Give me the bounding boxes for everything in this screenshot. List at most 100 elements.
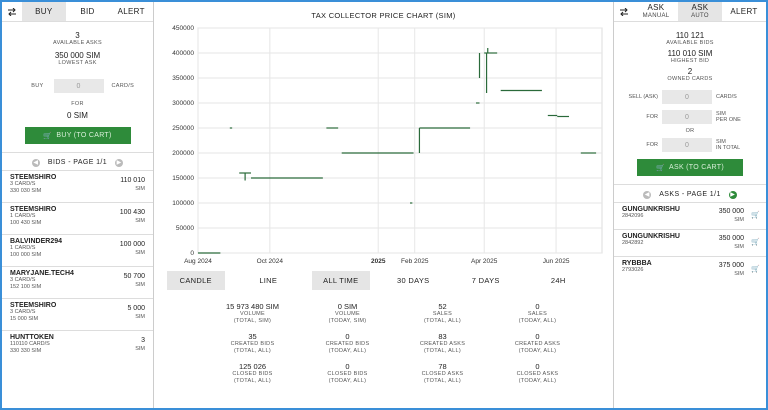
bid-row[interactable]: STEEMSHIRO 3 CARD/S 330 030 SIM 110 010 SIM: [2, 170, 153, 202]
bid-price-value: 50 700: [123, 273, 145, 280]
ask-row[interactable]: RYBBBA 2793026 375 000 SIM 🛒: [614, 256, 766, 283]
swap-icon[interactable]: [614, 2, 634, 21]
bid-total: 330 030 SIM: [10, 188, 42, 194]
stat-scope: (TODAY, ALL): [328, 347, 367, 354]
sell-panel: ASK MANUAL ASK AUTO ALERT 110 121 AVAILA…: [613, 2, 766, 408]
price-total-input[interactable]: 0: [662, 138, 712, 152]
y-tick-label: 300000: [172, 100, 194, 107]
ask-to-cart-button[interactable]: 🛒 ASK (TO CART): [637, 159, 743, 176]
stat-label: SALES: [527, 311, 548, 317]
ask-row[interactable]: GUNGUNKRISHU 2842096 350 000 SIM 🛒: [614, 202, 766, 229]
bid-price-unit: SIM: [135, 314, 145, 320]
bid-price-value: 5 000: [127, 305, 145, 312]
ask-price: 350 000 SIM: [719, 234, 744, 252]
stat-label: CREATED ASKS: [514, 341, 561, 347]
stat-label: CLOSED BIDS: [327, 371, 368, 377]
available-asks-label: AVAILABLE ASKS: [53, 40, 102, 46]
stat-label: CLOSED BIDS: [232, 371, 273, 377]
bid-price-value: 100 430: [119, 209, 145, 216]
stat-label: VOLUME: [239, 311, 266, 317]
bid-price-unit: SIM: [135, 346, 145, 352]
bid-price: 50 700 SIM: [124, 272, 145, 289]
stat-scope: (TODAY, ALL): [328, 377, 367, 384]
bid-card-count: 110110 CARD/S: [10, 341, 50, 347]
tab-alert[interactable]: ALERT: [117, 7, 145, 16]
stat-scope: (TOTAL, ALL): [423, 317, 462, 324]
add-to-cart-icon[interactable]: 🛒: [751, 212, 760, 219]
tab-alert[interactable]: ALERT: [730, 7, 758, 16]
24h-button[interactable]: 24H: [550, 276, 566, 285]
x-tick-label: Feb 2025: [401, 258, 429, 265]
stat-scope: (TODAY, SIM): [328, 317, 367, 324]
candle-button[interactable]: CANDLE: [167, 271, 225, 290]
stat-scope: (TOTAL, ALL): [423, 377, 462, 384]
cart-icon: 🛒: [655, 164, 666, 172]
bid-price-value: 110 010: [120, 177, 145, 184]
chart-title: TAX COLLECTOR PRICE CHART (SIM): [311, 11, 456, 20]
buy-quantity-unit: CARD/S: [111, 83, 135, 89]
asks-pager: ◀ ASKS - PAGE 1/1 ▶: [614, 184, 766, 202]
buy-quantity-input[interactable]: 0: [53, 79, 104, 93]
stat-label: CREATED BIDS: [230, 341, 275, 347]
stat-cell: 0 SALES (TODAY, ALL): [490, 302, 585, 324]
stat-cell: 125 026 CLOSED BIDS (TOTAL, ALL): [205, 362, 300, 384]
ask-row[interactable]: GUNGUNKRISHU 2842892 350 000 SIM 🛒: [614, 229, 766, 256]
add-to-cart-icon[interactable]: 🛒: [751, 266, 760, 273]
stat-value: 125 026: [238, 362, 267, 371]
prev-page-icon[interactable]: ◀: [643, 190, 652, 199]
bid-card-count: 1 CARD/S: [10, 245, 36, 251]
or-label: OR: [685, 128, 695, 134]
all-time-button[interactable]: ALL TIME: [312, 271, 370, 290]
7-days-button[interactable]: 7 DAYS: [471, 276, 500, 285]
sell-tabs: ASK MANUAL ASK AUTO ALERT: [614, 2, 766, 22]
ask-price-value: 375 000: [718, 262, 744, 269]
bid-price-unit: SIM: [135, 282, 145, 288]
stat-value: 0: [535, 332, 540, 341]
stat-value: 35: [248, 332, 257, 341]
next-page-icon[interactable]: ▶: [728, 190, 737, 199]
stat-label: CLOSED ASKS: [421, 371, 464, 377]
stat-label: SALES: [432, 311, 453, 317]
line-button[interactable]: LINE: [259, 276, 278, 285]
bid-row[interactable]: STEEMSHIRO 3 CARD/S 15 000 SIM 5 000 SIM: [2, 298, 153, 330]
bids-pager: ◀ BIDS - PAGE 1/1 ▶: [2, 152, 153, 170]
bid-card-count: 3 CARD/S: [10, 277, 36, 283]
sell-quantity-input[interactable]: 0: [662, 90, 712, 104]
ask-price: 350 000 SIM: [719, 207, 744, 225]
ask-price: 375 000 SIM: [719, 261, 744, 279]
x-tick-label: Oct 2024: [257, 258, 284, 265]
tab-ask-auto-sub: AUTO: [691, 12, 709, 19]
bid-row[interactable]: MARYJANE.TECH4 3 CARD/S 152 100 SIM 50 700 S…: [2, 266, 153, 298]
stat-value: 0: [345, 362, 350, 371]
bid-row[interactable]: STEEMSHIRO 1 CARD/S 100 430 SIM 100 430 SIM: [2, 202, 153, 234]
tab-bid[interactable]: BID: [80, 7, 95, 16]
stat-value: 0: [345, 332, 350, 341]
bid-row[interactable]: BALVINDER294 1 CARD/S 100 000 SIM 100 000 SI…: [2, 234, 153, 266]
ask-price-unit: SIM: [734, 244, 744, 250]
buy-tabs: BUY BID ALERT: [2, 2, 153, 22]
add-to-cart-icon[interactable]: 🛒: [751, 239, 760, 246]
bid-price-value: 100 000: [119, 241, 145, 248]
stat-cell: 35 CREATED BIDS (TOTAL, ALL): [205, 332, 300, 354]
seller-name: GUNGUNKRISHU: [622, 233, 680, 240]
x-tick-label: Aug 2024: [184, 258, 212, 265]
tab-ask-auto[interactable]: ASK AUTO: [678, 2, 722, 21]
30-days-button[interactable]: 30 DAYS: [397, 276, 430, 285]
swap-icon[interactable]: [2, 2, 22, 21]
buy-to-cart-button[interactable]: 🛒 BUY (TO CART): [24, 127, 131, 144]
ask-price-value: 350 000: [718, 235, 744, 242]
tab-ask-manual[interactable]: ASK MANUAL: [634, 2, 678, 21]
price-unit-sim: SIM: [716, 111, 726, 117]
bidder-name: HUNTTOKEN: [10, 334, 54, 341]
chart-controls: CANDLE LINE ALL TIME 30 DAYS 7 DAYS 24H: [167, 271, 587, 290]
tab-buy[interactable]: BUY: [22, 2, 66, 21]
bid-row[interactable]: HUNTTOKEN 110110 CARD/S 330 330 SIM 3 SIM: [2, 330, 153, 362]
x-tick-label: Jun 2025: [543, 258, 570, 265]
price-per-one-input[interactable]: 0: [662, 110, 712, 124]
stat-value: 83: [438, 332, 447, 341]
next-page-icon[interactable]: ▶: [115, 158, 124, 167]
prev-page-icon[interactable]: ◀: [31, 158, 40, 167]
bid-total: 100 000 SIM: [10, 252, 42, 258]
stat-cell: 0 SIM VOLUME (TODAY, SIM): [300, 302, 395, 324]
buy-quantity-label: BUY: [31, 83, 44, 89]
